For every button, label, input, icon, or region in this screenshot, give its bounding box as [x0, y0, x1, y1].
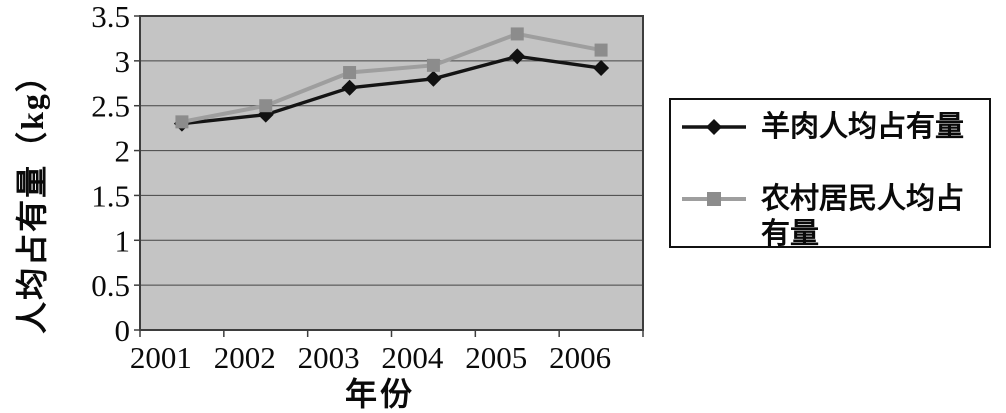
data-point-square [175, 115, 189, 129]
series-line-1 [181, 31, 602, 124]
data-point-diamond [341, 79, 358, 96]
x-tick-label: 2006 [549, 340, 611, 375]
y-tick-label: 0.5 [91, 268, 130, 303]
x-tick-label: 2003 [298, 340, 360, 375]
series-line-0 [181, 54, 602, 126]
y-tick-label: 2 [115, 134, 131, 169]
x-tick-label: 2005 [465, 340, 527, 375]
data-point-square [426, 58, 440, 72]
data-point-diamond [593, 60, 610, 77]
y-tick-label: 2.5 [91, 89, 130, 124]
legend-marker-square-icon [682, 192, 746, 206]
y-axis-title: 人均占有量（kg） [14, 58, 50, 334]
data-point-diamond [509, 48, 526, 65]
legend-marker-diamond-icon [682, 119, 746, 135]
data-point-square [343, 66, 357, 80]
y-tick-label: 3 [115, 44, 131, 79]
data-point-square [510, 27, 524, 41]
data-point-square [594, 43, 608, 57]
data-point-square [259, 99, 273, 113]
legend: 羊肉人均占有量 农村居民人均占 有量 [669, 98, 991, 250]
data-point-diamond [425, 70, 442, 87]
plot-border [139, 15, 644, 331]
x-axis-title: 年份 [344, 376, 416, 412]
y-tick-label: 3.5 [91, 0, 130, 34]
y-tick-label: 1 [115, 223, 131, 258]
legend-item-mutton: 羊肉人均占有量 [681, 110, 986, 145]
x-tick-label: 2002 [214, 340, 276, 375]
y-tick-label: 0 [115, 313, 131, 348]
x-tick-label: 2001 [130, 340, 192, 375]
y-tick-label: 1.5 [91, 178, 130, 213]
legend-label: 农村居民人均占 有量 [761, 183, 965, 250]
legend-item-rural: 农村居民人均占 有量 [681, 182, 986, 252]
legend-label: 羊肉人均占有量 [761, 111, 965, 143]
x-tick-label: 2004 [381, 340, 444, 375]
